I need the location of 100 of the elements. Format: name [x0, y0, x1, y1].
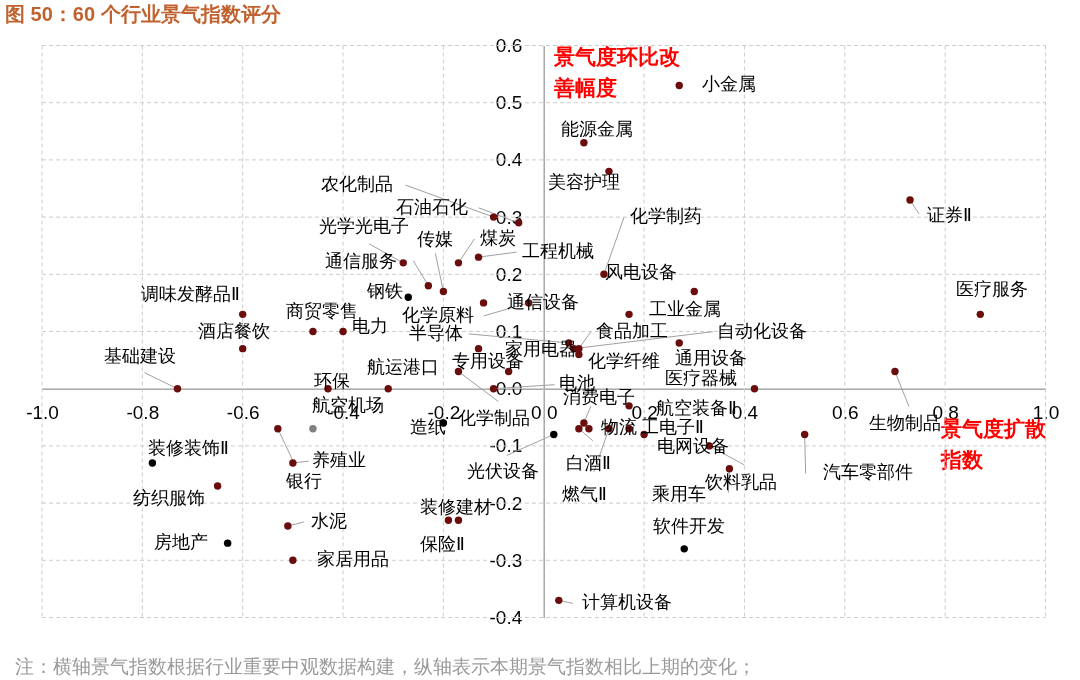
point: [474, 344, 483, 353]
annotation: 美容护理: [547, 172, 620, 193]
annotation: 燃气Ⅱ: [561, 483, 607, 504]
x-tick-label: -1.0: [26, 402, 59, 424]
annotation: 养殖业: [311, 450, 366, 471]
annotation: 化学纤维: [587, 351, 660, 372]
point: [238, 344, 247, 353]
point: [690, 287, 698, 296]
annotation: 通用设备: [675, 347, 748, 368]
annotation: 房地产: [153, 532, 208, 553]
point: [585, 425, 593, 433]
annotation: 装修装饰Ⅱ: [148, 438, 230, 459]
point: [575, 425, 583, 433]
annotation: 银行: [284, 470, 322, 491]
annotation: 酒店餐饮: [197, 320, 270, 341]
point: [223, 539, 232, 547]
point: [439, 287, 448, 296]
annotation: 航运港口: [367, 356, 440, 377]
point: [399, 259, 407, 267]
y-tick-label: -0.3: [489, 549, 523, 571]
point: [384, 385, 392, 393]
annotation: 化学制品: [458, 407, 531, 428]
point: [309, 425, 317, 433]
annotation: 通信设备: [506, 291, 579, 312]
y-tick-label: 0.5: [495, 92, 523, 114]
annotation: 风电设备: [605, 262, 678, 283]
annotation: 环保: [314, 370, 350, 391]
y-tick-label: 0.4: [495, 149, 523, 171]
point: [750, 385, 759, 393]
point: [238, 310, 247, 319]
point: [580, 419, 588, 427]
point: [725, 465, 734, 473]
annotation: 饮料乳品: [704, 471, 778, 492]
y-tick-label: 0.2: [495, 263, 523, 285]
annotation: 半导体: [408, 322, 463, 343]
x-tick-label: 0.0: [531, 402, 558, 424]
point: [148, 459, 157, 467]
point: [173, 385, 182, 393]
annotation: 通信服务: [325, 250, 398, 271]
point: [454, 259, 463, 267]
annotation: 工程机械: [521, 241, 594, 262]
annotation: 光学光电子: [319, 215, 410, 236]
chart-title: 图 50：60 个行业景气指数评分: [5, 2, 282, 25]
point: [680, 545, 688, 553]
annotation: 农化制品: [320, 174, 393, 195]
annotation: 调味发酵品Ⅱ: [140, 284, 240, 305]
annotation: 计算机设备: [581, 592, 672, 613]
point: [580, 139, 588, 147]
point: [284, 522, 292, 530]
annotation: 小金属: [702, 73, 757, 94]
text: 注：横轴景气指数根据行业重要中观数据构建，纵轴表示本期景气指数相比上期的变化；: [15, 656, 756, 677]
y-tick-label: 0.0: [495, 378, 523, 400]
annotation: 石油石化: [395, 196, 468, 217]
annotation: 自动化设备: [716, 320, 807, 341]
point: [339, 327, 347, 336]
point: [424, 282, 433, 290]
annotation: 医疗服务: [956, 279, 1029, 300]
annotation: 能源金属: [560, 118, 633, 139]
annotation: 工业金属: [649, 299, 722, 320]
annotation: 传媒: [417, 229, 454, 250]
point: [213, 482, 222, 490]
point: [474, 253, 483, 261]
annotation: 食品加工: [595, 320, 668, 341]
annotation: 乘用车: [652, 483, 707, 504]
point: [479, 299, 488, 307]
annotation: 光伏设备: [466, 461, 539, 482]
annotation: 家居用品: [316, 549, 389, 570]
point: [675, 339, 683, 347]
y-tick-label: -0.1: [489, 435, 523, 457]
annotation: 证券Ⅱ: [927, 204, 973, 225]
point: [274, 425, 282, 433]
point: [906, 196, 914, 204]
point: [289, 556, 297, 564]
point: [891, 367, 899, 376]
x-tick-label: -0.8: [126, 402, 160, 424]
annotation: 基础建设: [104, 345, 177, 366]
annotation: 软件开发: [653, 515, 726, 536]
point: [444, 516, 453, 524]
point: [625, 310, 633, 319]
annotation: 煤炭: [480, 227, 517, 248]
annotation: 医疗器械: [665, 367, 738, 388]
point: [675, 81, 683, 90]
point: [309, 327, 317, 336]
x-tick-label: -0.6: [226, 402, 260, 424]
point: [550, 430, 558, 439]
point: [289, 459, 297, 467]
annotation: 电网设备: [657, 436, 730, 457]
y-axis-title: 景气度环比改善幅度: [553, 45, 681, 100]
annotation: 化学原料: [401, 304, 474, 325]
annotation: 化学制药: [629, 206, 702, 227]
annotation: 白酒Ⅱ: [565, 452, 611, 473]
annotation: 保险Ⅱ: [420, 534, 466, 555]
point: [976, 310, 984, 319]
point: [555, 596, 563, 605]
annotation: 钢铁: [366, 281, 404, 302]
point: [800, 430, 809, 439]
x-tick-label: 0.6: [832, 402, 859, 424]
annotation: 纺织服饰: [132, 487, 205, 508]
annotation: 商贸零售: [285, 300, 358, 321]
point: [454, 516, 463, 524]
